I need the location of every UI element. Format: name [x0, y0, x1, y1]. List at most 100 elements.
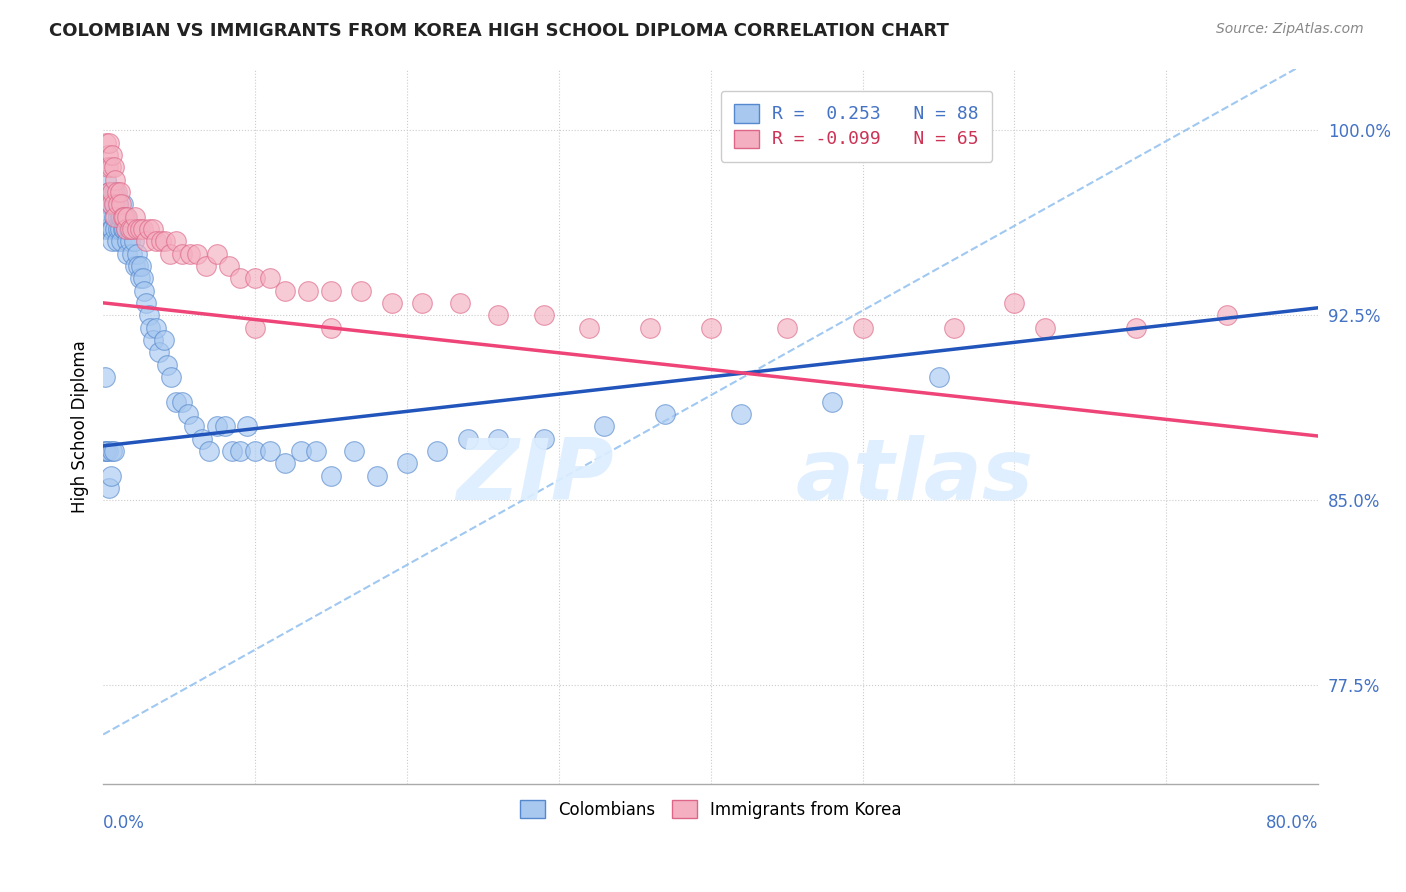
- Point: [115, 222, 138, 236]
- Point: [97, 160, 120, 174]
- Point: [96, 222, 118, 236]
- Point: [395, 456, 418, 470]
- Point: [205, 419, 228, 434]
- Point: [366, 468, 388, 483]
- Point: [111, 210, 134, 224]
- Point: [149, 234, 172, 248]
- Point: [110, 197, 132, 211]
- Point: [243, 320, 266, 334]
- Point: [121, 222, 143, 236]
- Text: 80.0%: 80.0%: [1265, 814, 1319, 832]
- Point: [122, 234, 145, 248]
- Point: [98, 210, 121, 224]
- Point: [243, 443, 266, 458]
- Point: [96, 172, 118, 186]
- Point: [118, 222, 141, 236]
- Point: [821, 394, 844, 409]
- Point: [179, 246, 201, 260]
- Point: [198, 443, 221, 458]
- Point: [103, 160, 125, 174]
- Point: [305, 443, 328, 458]
- Point: [183, 419, 205, 434]
- Point: [96, 443, 118, 458]
- Point: [100, 197, 122, 211]
- Point: [108, 222, 131, 236]
- Point: [103, 443, 125, 458]
- Point: [177, 407, 200, 421]
- Point: [100, 468, 122, 483]
- Point: [221, 443, 243, 458]
- Point: [101, 443, 124, 458]
- Point: [638, 320, 661, 334]
- Point: [319, 320, 342, 334]
- Point: [107, 197, 129, 211]
- Point: [131, 222, 153, 236]
- Point: [297, 284, 319, 298]
- Point: [486, 432, 509, 446]
- Point: [129, 259, 152, 273]
- Point: [343, 443, 366, 458]
- Point: [214, 419, 236, 434]
- Text: atlas: atlas: [796, 434, 1033, 517]
- Point: [120, 234, 142, 248]
- Point: [195, 259, 218, 273]
- Point: [115, 222, 138, 236]
- Point: [145, 320, 167, 334]
- Point: [1216, 308, 1239, 322]
- Point: [101, 234, 124, 248]
- Point: [96, 136, 118, 150]
- Point: [112, 222, 135, 236]
- Point: [381, 296, 404, 310]
- Point: [243, 271, 266, 285]
- Point: [135, 296, 157, 310]
- Point: [117, 210, 139, 224]
- Point: [138, 308, 160, 322]
- Point: [117, 246, 139, 260]
- Point: [165, 234, 187, 248]
- Point: [145, 234, 167, 248]
- Point: [426, 443, 449, 458]
- Point: [124, 210, 146, 224]
- Point: [101, 222, 124, 236]
- Point: [98, 481, 121, 495]
- Point: [112, 210, 135, 224]
- Point: [486, 308, 509, 322]
- Point: [593, 419, 616, 434]
- Point: [578, 320, 600, 334]
- Point: [121, 246, 143, 260]
- Point: [97, 443, 120, 458]
- Point: [1125, 320, 1147, 334]
- Point: [107, 222, 129, 236]
- Point: [110, 234, 132, 248]
- Point: [155, 234, 177, 248]
- Point: [105, 197, 128, 211]
- Point: [730, 407, 752, 421]
- Point: [160, 369, 183, 384]
- Point: [138, 222, 160, 236]
- Point: [100, 197, 122, 211]
- Point: [93, 443, 115, 458]
- Point: [350, 284, 373, 298]
- Point: [104, 197, 127, 211]
- Point: [139, 320, 162, 334]
- Point: [156, 358, 179, 372]
- Point: [103, 185, 125, 199]
- Point: [148, 345, 170, 359]
- Text: ZIP: ZIP: [456, 434, 613, 517]
- Point: [699, 320, 721, 334]
- Point: [1033, 320, 1056, 334]
- Point: [942, 320, 965, 334]
- Point: [153, 333, 176, 347]
- Point: [290, 443, 312, 458]
- Point: [108, 185, 131, 199]
- Point: [100, 222, 122, 236]
- Point: [159, 246, 181, 260]
- Point: [928, 369, 950, 384]
- Point: [111, 222, 134, 236]
- Point: [411, 296, 433, 310]
- Point: [100, 160, 122, 174]
- Point: [142, 222, 165, 236]
- Point: [128, 271, 150, 285]
- Point: [319, 284, 342, 298]
- Point: [115, 210, 138, 224]
